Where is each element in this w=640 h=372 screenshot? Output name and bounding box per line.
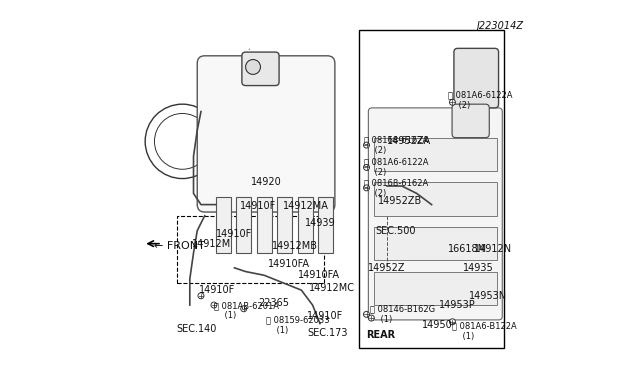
Text: Ⓡ 08159-62033
    (1): Ⓡ 08159-62033 (1) [266,316,330,335]
Circle shape [364,164,369,170]
Text: Ⓡ 08168-6162A
    (2): Ⓡ 08168-6162A (2) [364,135,428,155]
Text: SEC.173: SEC.173 [307,328,348,338]
Text: 14910FA: 14910FA [268,259,310,269]
Text: 14935: 14935 [463,263,494,273]
Text: 14950: 14950 [422,321,453,330]
Bar [374,182,497,216]
Text: 14912MB: 14912MB [271,241,317,250]
Bar [374,227,497,260]
Text: 14910F: 14910F [199,285,236,295]
Text: Ⓡ 081A6-6122A
    (2): Ⓡ 081A6-6122A (2) [449,91,513,110]
Text: 14939: 14939 [305,218,336,228]
Text: SEC.140: SEC.140 [177,324,217,334]
Circle shape [449,319,456,325]
Text: Ⓡ 081A6-6122A
    (2): Ⓡ 081A6-6122A (2) [364,158,428,177]
Text: 14912M: 14912M [191,239,231,248]
Bar [216,197,231,253]
Text: 14952Z: 14952Z [369,263,406,273]
Circle shape [246,60,260,74]
Text: Ⓡ 08146-B162G
    (1): Ⓡ 08146-B162G (1) [370,305,435,324]
Circle shape [198,293,204,299]
Text: 14920: 14920 [251,177,282,187]
Text: 14912N: 14912N [474,244,513,254]
Text: 14912MA: 14912MA [283,202,329,211]
FancyBboxPatch shape [242,52,279,86]
Text: Ⓡ 081AB-6201A
    (1): Ⓡ 081AB-6201A (1) [214,301,279,320]
Text: REAR: REAR [367,330,396,340]
Bar [177,216,324,283]
Circle shape [241,306,246,312]
Text: 16618M: 16618M [449,244,488,254]
Text: 14953N: 14953N [468,291,507,301]
Bar [277,197,292,253]
FancyBboxPatch shape [197,56,335,212]
Text: 14910F: 14910F [240,202,276,211]
Text: 22365: 22365 [259,298,290,308]
Text: ← FRONT: ← FRONT [154,241,205,250]
Circle shape [364,142,369,148]
Bar [298,197,312,253]
Text: 14910F: 14910F [216,230,252,239]
Text: J223014Z: J223014Z [476,21,524,31]
Text: Ⓡ 08168-6162A
    (2): Ⓡ 08168-6162A (2) [364,178,428,198]
Bar [374,138,497,171]
Text: 14910F: 14910F [307,311,343,321]
Bar [257,197,271,253]
Circle shape [364,311,369,317]
Text: 14952ZA: 14952ZA [387,137,431,146]
Circle shape [449,99,456,105]
Circle shape [364,185,369,191]
Bar [318,197,333,253]
Text: 14912MC: 14912MC [309,283,355,293]
Bar [374,272,497,305]
FancyBboxPatch shape [369,108,502,320]
Bar [236,197,251,253]
Text: Ⓡ 081A6-B122A
    (1): Ⓡ 081A6-B122A (1) [452,321,517,341]
Circle shape [369,315,374,321]
FancyBboxPatch shape [452,104,489,138]
Text: 14952ZB: 14952ZB [378,196,422,206]
Text: SEC.500: SEC.500 [376,226,416,235]
FancyBboxPatch shape [454,48,499,108]
Text: 14953P: 14953P [439,300,476,310]
Text: 14910FA: 14910FA [298,270,340,280]
Bar [359,30,504,348]
Circle shape [211,302,217,308]
